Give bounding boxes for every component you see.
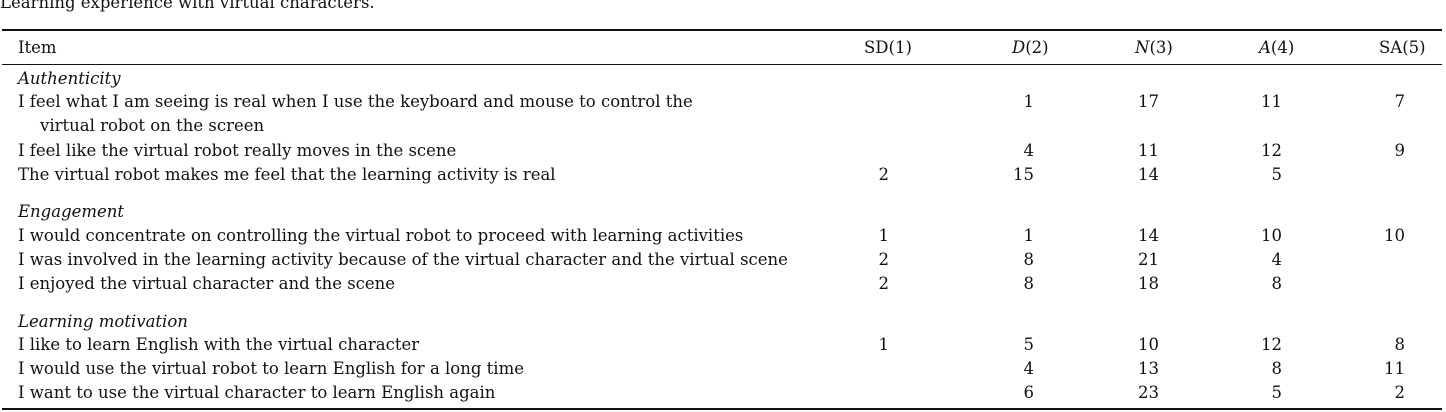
header-sa: SA(5) — [1379, 38, 1426, 57]
cell-d: 5 — [1023, 335, 1035, 354]
cell-sd: 2 — [878, 165, 890, 184]
row-item: I feel what I am seeing is real when I u… — [18, 92, 693, 111]
section-title-row: Authenticity — [0, 67, 1446, 91]
row-item: I was involved in the learning activity … — [18, 250, 788, 269]
cell-n: 13 — [1138, 359, 1159, 378]
row-item: I want to use the virtual character to l… — [18, 383, 496, 402]
section-title: Engagement — [18, 202, 125, 221]
header-sd: SD(1) — [864, 38, 912, 57]
table-caption: Learning experience with virtual charact… — [0, 0, 375, 12]
cell-n: 18 — [1138, 274, 1159, 293]
table-row-continuation: virtual robot on the screen — [0, 114, 1446, 138]
cell-a: 12 — [1261, 335, 1282, 354]
header-n-num: (3) — [1149, 38, 1173, 57]
header-n-letter: N — [1135, 38, 1150, 57]
row-item: I like to learn English with the virtual… — [18, 335, 420, 354]
cell-sa: 10 — [1384, 226, 1405, 245]
row-item: I would use the virtual robot to learn E… — [18, 359, 524, 378]
table-row: I would use the virtual robot to learn E… — [0, 357, 1446, 381]
cell-n: 11 — [1138, 141, 1159, 160]
cell-d: 1 — [1023, 226, 1035, 245]
cell-sa: 8 — [1394, 335, 1406, 354]
cell-d: 15 — [1013, 165, 1034, 184]
cell-d: 8 — [1023, 250, 1035, 269]
cell-n: 23 — [1138, 383, 1159, 402]
cell-d: 8 — [1023, 274, 1035, 293]
cell-n: 17 — [1138, 92, 1159, 111]
table-row: I feel like the virtual robot really mov… — [0, 139, 1446, 163]
header-a-letter: A — [1259, 38, 1271, 57]
header-n: N(3) — [1135, 36, 1173, 60]
cell-sa: 2 — [1394, 383, 1406, 402]
header-d-letter: D — [1012, 38, 1026, 57]
table-row: I was involved in the learning activity … — [0, 248, 1446, 272]
header-a-num: (4) — [1270, 38, 1295, 57]
cell-sa: 11 — [1384, 359, 1405, 378]
table-row: I like to learn English with the virtual… — [0, 333, 1446, 357]
cell-sa: 7 — [1394, 92, 1406, 111]
table-header-row: Item SD(1) D(2) N(3) A(4) SA(5) — [0, 36, 1446, 60]
cell-sd: 2 — [878, 250, 890, 269]
cell-sd: 1 — [878, 335, 890, 354]
cell-d: 6 — [1023, 383, 1035, 402]
cell-d: 1 — [1023, 92, 1035, 111]
cell-n: 14 — [1138, 226, 1159, 245]
cell-sa: 9 — [1394, 141, 1406, 160]
table-row: I would concentrate on controlling the v… — [0, 224, 1446, 248]
cell-a: 10 — [1261, 226, 1282, 245]
cell-n: 10 — [1138, 335, 1159, 354]
cell-a: 8 — [1271, 359, 1283, 378]
cell-a: 4 — [1271, 250, 1283, 269]
section-title-row: Engagement — [0, 200, 1446, 224]
cell-a: 8 — [1271, 274, 1283, 293]
header-rule — [2, 64, 1442, 65]
table-row: I feel what I am seeing is real when I u… — [0, 90, 1446, 114]
cell-a: 12 — [1261, 141, 1282, 160]
cell-sd: 1 — [878, 226, 890, 245]
row-item: I would concentrate on controlling the v… — [18, 226, 744, 245]
cell-n: 21 — [1138, 250, 1159, 269]
section-title: Learning motivation — [18, 312, 188, 331]
header-d-num: (2) — [1025, 38, 1049, 57]
bottom-rule — [2, 408, 1442, 410]
cell-sd: 2 — [878, 274, 890, 293]
section-title: Authenticity — [18, 69, 121, 88]
cell-a: 5 — [1271, 165, 1283, 184]
row-item: The virtual robot makes me feel that the… — [18, 165, 556, 184]
row-item-continuation: virtual robot on the screen — [40, 116, 265, 135]
top-rule — [2, 29, 1442, 31]
header-item: Item — [18, 38, 57, 57]
table-row: I enjoyed the virtual character and the … — [0, 272, 1446, 296]
cell-d: 4 — [1023, 359, 1035, 378]
cell-n: 14 — [1138, 165, 1159, 184]
cell-a: 5 — [1271, 383, 1283, 402]
section-title-row: Learning motivation — [0, 310, 1446, 334]
cell-a: 11 — [1261, 92, 1282, 111]
row-item: I enjoyed the virtual character and the … — [18, 274, 396, 293]
table-row: I want to use the virtual character to l… — [0, 381, 1446, 405]
header-d: D(2) — [1012, 36, 1049, 60]
cell-d: 4 — [1023, 141, 1035, 160]
row-item: I feel like the virtual robot really mov… — [18, 141, 457, 160]
header-a: A(4) — [1259, 36, 1294, 60]
table-row: The virtual robot makes me feel that the… — [0, 163, 1446, 187]
